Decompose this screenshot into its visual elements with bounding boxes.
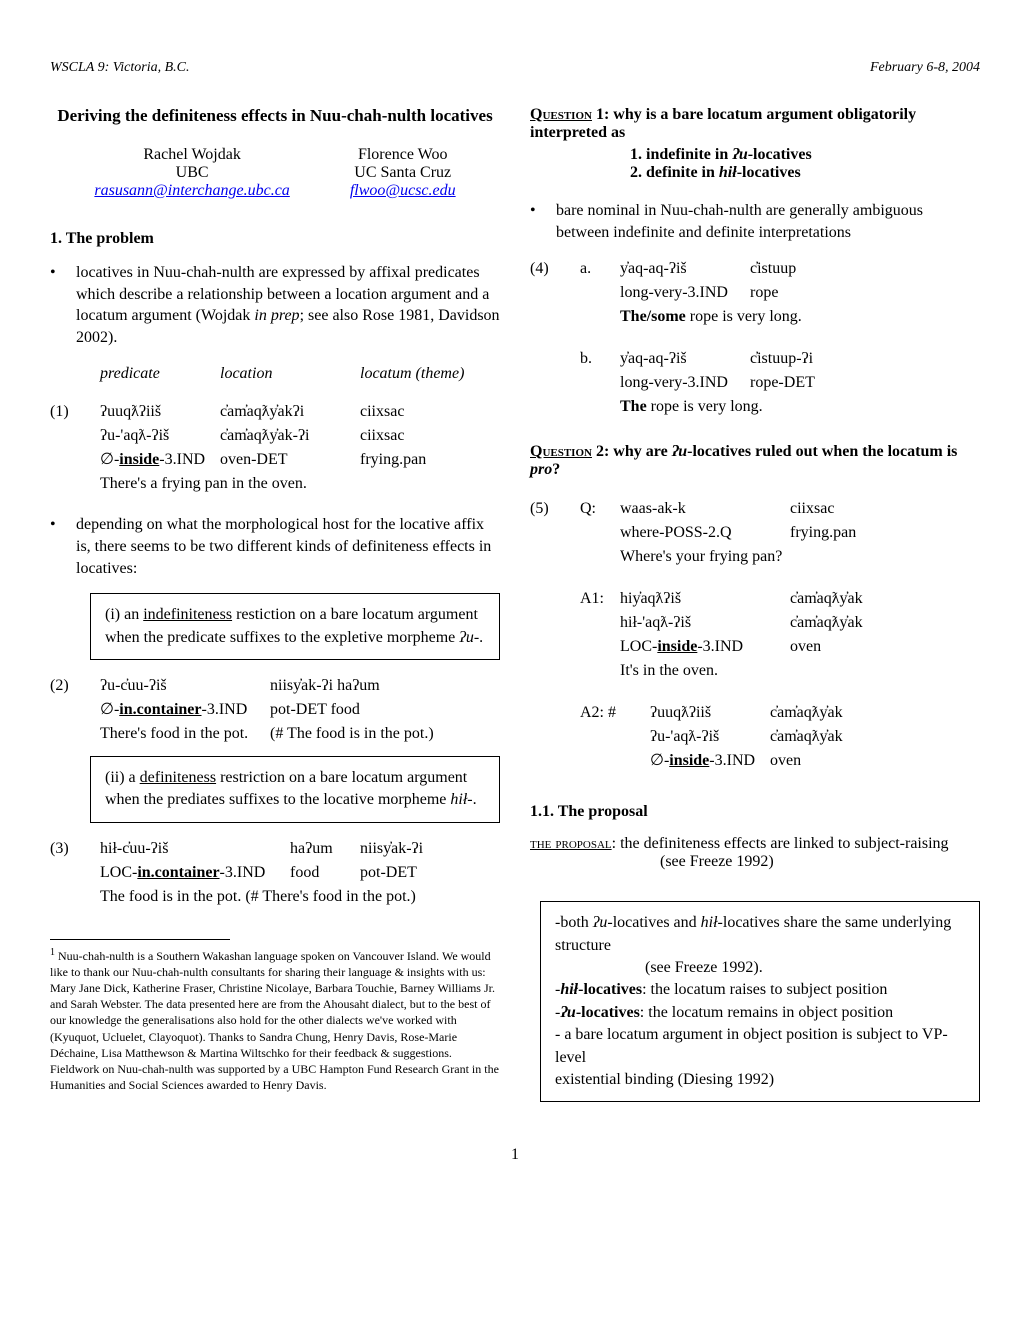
author-name: Rachel Wojdak — [94, 146, 289, 164]
question-1-heading: Question 1: why is a bare locatum argume… — [530, 106, 980, 142]
example-5-a2: A2: # ʔuuqƛʔiiš c̓am̓aqƛy̓ak ʔu-'aqƛ-ʔiš… — [530, 701, 980, 773]
bullet-item: • locatives in Nuu-chah-nulth are expres… — [50, 262, 500, 348]
author-name: Florence Woo — [350, 146, 456, 164]
author-1: Rachel Wojdak UBC rasusann@interchange.u… — [94, 146, 289, 200]
example-3: (3) hił-c̓uu-ʔiš haʔum niisy̓ak-ʔi LOC-i… — [50, 837, 500, 909]
bullet-text: locatives in Nuu-chah-nulth are expresse… — [76, 262, 500, 348]
example-5-q: (5) Q: waas-ak-k ciixsac where-POSS-2.Q … — [530, 497, 980, 569]
bullet-text: bare nominal in Nuu-chah-nulth are gener… — [556, 200, 980, 243]
proposal-ref: (see Freeze 1992) — [660, 853, 980, 871]
box-ii: (ii) a definiteness restriction on a bar… — [90, 756, 500, 823]
question-1-sub1: 1. indefinite in ʔu-locatives — [630, 146, 980, 164]
author-2: Florence Woo UC Santa Cruz flwoo@ucsc.ed… — [350, 146, 456, 200]
right-column: Question 1: why is a bare locatum argume… — [530, 106, 980, 1116]
example-4b: b. y̓aq-aq-ʔiš c̓istuup-ʔi long-very-3.I… — [530, 347, 980, 419]
bullet-icon: • — [50, 262, 76, 348]
bullet-item: • bare nominal in Nuu-chah-nulth are gen… — [530, 200, 980, 243]
column-labels: predicate location locatum (theme) — [50, 362, 500, 386]
author-affil: UBC — [94, 164, 289, 182]
box-i: (i) an indefiniteness restiction on a ba… — [90, 593, 500, 660]
page-header: WSCLA 9: Victoria, B.C. February 6-8, 20… — [50, 60, 980, 76]
author-email[interactable]: rasusann@interchange.ubc.ca — [94, 182, 289, 199]
bullet-icon: • — [50, 514, 76, 579]
footnote-rule — [50, 939, 230, 940]
page-number: 1 — [50, 1146, 980, 1164]
example-5-a1: A1: hiy̓aqƛʔiš c̓am̓aqƛy̓ak hił-'aqƛ-ʔiš… — [530, 587, 980, 683]
proposal-box: -both ʔu-locatives and hił-locatives sha… — [540, 901, 980, 1102]
question-1-sub2: 2. definite in hił-locatives — [630, 164, 980, 182]
example-2: (2) ʔu-c̓uu-ʔiš niisy̓ak-ʔi haʔum ∅-in.c… — [50, 674, 500, 746]
example-1: (1) ʔuuqƛʔiiš c̓am̓aqƛy̓akʔi ciixsac ʔu-… — [50, 400, 500, 496]
section-1-1-heading: 1.1. The proposal — [530, 803, 980, 821]
question-2-heading: Question 2: why are ʔu-locatives ruled o… — [530, 443, 980, 479]
author-affil: UC Santa Cruz — [350, 164, 456, 182]
paper-title: Deriving the definiteness effects in Nuu… — [50, 106, 500, 126]
proposal-line: the proposal: the definiteness effects a… — [530, 835, 980, 853]
header-left: WSCLA 9: Victoria, B.C. — [50, 60, 189, 76]
header-right: February 6-8, 2004 — [870, 60, 980, 76]
author-email[interactable]: flwoo@ucsc.edu — [350, 182, 456, 199]
example-4a: (4) a. y̓aq-aq-ʔiš c̓istuup long-very-3.… — [530, 257, 980, 329]
bullet-text: depending on what the morphological host… — [76, 514, 500, 579]
bullet-icon: • — [530, 200, 556, 243]
section-1-heading: 1. The problem — [50, 230, 500, 248]
bullet-item: • depending on what the morphological ho… — [50, 514, 500, 579]
footnote-1: 1 Nuu-chah-nulth is a Southern Wakashan … — [50, 946, 500, 1094]
left-column: Deriving the definiteness effects in Nuu… — [50, 106, 500, 1116]
authors-block: Rachel Wojdak UBC rasusann@interchange.u… — [50, 146, 500, 200]
